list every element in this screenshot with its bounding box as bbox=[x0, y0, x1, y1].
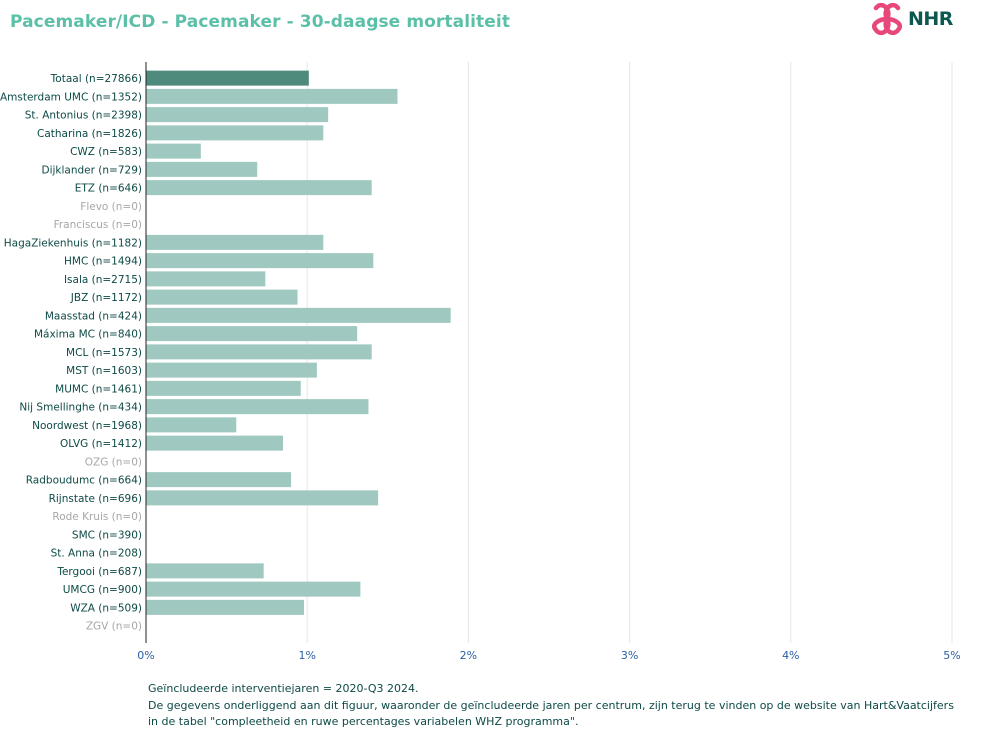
category-label: Dijklander (n=729) bbox=[42, 164, 142, 176]
bar bbox=[146, 88, 398, 104]
category-label: CWZ (n=583) bbox=[70, 146, 142, 158]
category-label: MCL (n=1573) bbox=[66, 347, 142, 359]
category-label: OLVG (n=1412) bbox=[60, 438, 142, 450]
bar bbox=[146, 307, 451, 323]
category-label: WZA (n=509) bbox=[70, 602, 142, 614]
category-label: ETZ (n=646) bbox=[75, 183, 142, 195]
x-tick-label: 5% bbox=[943, 649, 960, 662]
bar bbox=[146, 289, 298, 305]
category-label: UMCG (n=900) bbox=[63, 584, 142, 596]
bar bbox=[146, 271, 266, 287]
bar bbox=[146, 326, 358, 342]
bar bbox=[146, 435, 284, 451]
category-label: Rijnstate (n=696) bbox=[49, 493, 142, 505]
bar bbox=[146, 563, 264, 579]
category-label: Amsterdam UMC (n=1352) bbox=[0, 91, 142, 103]
x-tick-label: 0% bbox=[137, 649, 154, 662]
bar bbox=[146, 344, 372, 360]
x-tick-label: 2% bbox=[460, 649, 477, 662]
category-label: JBZ (n=1172) bbox=[70, 292, 142, 304]
category-label: Catharina (n=1826) bbox=[37, 128, 142, 140]
bar bbox=[146, 581, 361, 597]
category-label: MST (n=1603) bbox=[66, 365, 142, 377]
bar bbox=[146, 362, 317, 378]
category-label: St. Antonius (n=2398) bbox=[25, 110, 142, 122]
category-label: Isala (n=2715) bbox=[64, 274, 142, 286]
x-tick-label: 4% bbox=[782, 649, 799, 662]
category-label: Rode Kruis (n=0) bbox=[52, 511, 142, 523]
footnote-line-1: Geïncludeerde interventiejaren = 2020-Q3… bbox=[148, 682, 419, 695]
x-tick-label: 1% bbox=[298, 649, 315, 662]
category-label: Flevo (n=0) bbox=[80, 201, 142, 213]
category-label: HMC (n=1494) bbox=[64, 256, 142, 268]
x-tick-label: 3% bbox=[621, 649, 638, 662]
category-label: Noordwest (n=1968) bbox=[32, 420, 142, 432]
nhr-logo-text: NHR bbox=[908, 8, 953, 30]
category-label: SMC (n=390) bbox=[72, 529, 142, 541]
mortality-bar-chart: Totaal (n=27866) Amsterdam UMC (n=1352) St… bbox=[0, 62, 961, 662]
bar bbox=[146, 380, 301, 396]
chart-title: Pacemaker/ICD - Pacemaker - 30-daagse mo… bbox=[10, 12, 511, 32]
bar bbox=[146, 143, 201, 159]
category-label: Radboudumc (n=664) bbox=[26, 475, 142, 487]
category-label: MUMC (n=1461) bbox=[55, 383, 142, 395]
category-label: Tergooi (n=687) bbox=[56, 566, 142, 578]
category-label: Franciscus (n=0) bbox=[54, 219, 142, 231]
bar bbox=[146, 417, 237, 433]
bar bbox=[146, 234, 324, 250]
bar bbox=[146, 472, 292, 488]
category-label: St. Anna (n=208) bbox=[51, 548, 142, 560]
nhr-logo-icon bbox=[871, 2, 903, 36]
category-label: Máxima MC (n=840) bbox=[34, 329, 142, 341]
footnote-line-3: in de tabel "compleetheid en ruwe percen… bbox=[148, 715, 579, 728]
bar bbox=[146, 599, 304, 615]
bar bbox=[146, 70, 309, 86]
bar bbox=[146, 107, 329, 123]
bar bbox=[146, 125, 324, 141]
category-label: ZGV (n=0) bbox=[86, 621, 142, 633]
bar bbox=[146, 180, 372, 196]
category-label: Totaal (n=27866) bbox=[50, 73, 142, 85]
bar bbox=[146, 253, 374, 269]
category-label: HagaZiekenhuis (n=1182) bbox=[4, 237, 142, 249]
category-label: OZG (n=0) bbox=[85, 456, 142, 468]
footnote: Geïncludeerde interventiejaren = 2020-Q3… bbox=[148, 681, 988, 731]
bar bbox=[146, 161, 258, 177]
category-label: Maasstad (n=424) bbox=[45, 310, 142, 322]
bar bbox=[146, 399, 369, 415]
category-label: Nij Smellinghe (n=434) bbox=[19, 402, 142, 414]
bar bbox=[146, 490, 379, 506]
footnote-line-2: De gegevens onderliggend aan dit figuur,… bbox=[148, 698, 954, 712]
